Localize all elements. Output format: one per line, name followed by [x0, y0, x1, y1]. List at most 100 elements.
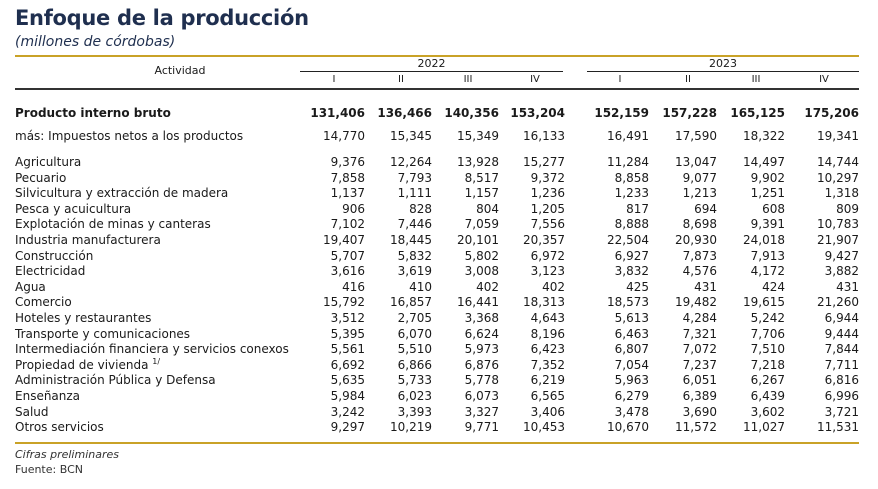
value-cell: 24,018	[743, 232, 785, 247]
value-cell: 17,590	[675, 129, 717, 143]
value-cell: 6,866	[397, 357, 432, 372]
footnote-source: Fuente: BCN	[15, 463, 83, 476]
value-cell: 3,721	[824, 404, 859, 419]
value-cell: 7,072	[682, 342, 717, 357]
value-cell: 6,073	[464, 388, 499, 403]
value-cell: 6,389	[682, 388, 717, 403]
value-cell: 16,441	[457, 295, 499, 310]
year-underline-2023	[587, 71, 859, 72]
value-cell: 131,406	[310, 106, 365, 120]
table-row: Administración Pública y Defensa 5,635 5,7…	[15, 373, 859, 389]
value-cell: 9,902	[750, 170, 785, 185]
value-cell: 5,707	[330, 248, 365, 263]
table-row: Pesca y acuicultura 906 828 804 1,205 817 694 6…	[15, 202, 859, 218]
row-label: Agricultura	[15, 155, 82, 169]
value-cell: 416	[342, 279, 365, 294]
row-label: Producto interno bruto	[15, 106, 171, 120]
row-label: Industria manufacturera	[15, 232, 161, 247]
value-cell: 6,439	[750, 388, 785, 403]
value-cell: 6,927	[614, 248, 649, 263]
value-cell: 6,279	[614, 388, 649, 403]
table-row: Otros servicios 9,297 10,219 9,771 10,453 10,…	[15, 420, 859, 436]
value-cell: 5,733	[397, 373, 432, 388]
value-cell: 10,453	[523, 420, 565, 435]
value-cell: 16,857	[390, 295, 432, 310]
footnote-preliminary: Cifras preliminares	[15, 448, 119, 461]
value-cell: 9,771	[464, 420, 499, 435]
value-cell: 5,973	[464, 342, 499, 357]
quarter-header: I	[332, 74, 336, 85]
value-cell: 6,972	[530, 248, 565, 263]
value-cell: 7,321	[682, 326, 717, 341]
value-cell: 13,047	[675, 155, 717, 169]
row-label: Hoteles y restaurantes	[15, 310, 152, 325]
value-cell: 9,427	[824, 248, 859, 263]
value-cell: 3,368	[464, 310, 499, 325]
spacer-row	[15, 148, 859, 155]
page-title: Enfoque de la producción	[15, 6, 309, 30]
value-cell: 6,463	[614, 326, 649, 341]
value-cell: 8,196	[530, 326, 565, 341]
value-cell: 3,478	[614, 404, 649, 419]
value-cell: 3,123	[530, 264, 565, 279]
value-cell: 11,531	[817, 420, 859, 435]
value-cell: 809	[836, 201, 859, 216]
year-underline-2022	[300, 71, 563, 72]
value-cell: 6,624	[464, 326, 499, 341]
value-cell: 8,858	[614, 170, 649, 185]
value-cell: 157,228	[662, 106, 717, 120]
table-row: Silvicultura y extracción de madera 1,137…	[15, 186, 859, 202]
value-cell: 10,783	[817, 217, 859, 232]
value-cell: 828	[409, 201, 432, 216]
value-cell: 6,219	[530, 373, 565, 388]
value-cell: 10,670	[607, 420, 649, 435]
row-label: Explotación de minas y canteras	[15, 217, 211, 232]
value-cell: 11,572	[675, 420, 717, 435]
value-cell: 3,393	[397, 404, 432, 419]
value-cell: 3,602	[750, 404, 785, 419]
value-cell: 410	[409, 279, 432, 294]
value-cell: 1,205	[530, 201, 565, 216]
value-cell: 15,349	[457, 129, 499, 143]
value-cell: 6,267	[750, 373, 785, 388]
value-cell: 18,445	[390, 232, 432, 247]
value-cell: 16,133	[523, 129, 565, 143]
value-cell: 6,996	[824, 388, 859, 403]
value-cell: 14,497	[743, 155, 785, 169]
value-cell: 3,008	[464, 264, 499, 279]
table-row: Agua 416 410 402 402 425 431 424 431	[15, 280, 859, 296]
value-cell: 20,930	[675, 232, 717, 247]
value-cell: 1,251	[750, 186, 785, 201]
value-cell: 402	[476, 279, 499, 294]
value-cell: 9,372	[530, 170, 565, 185]
value-cell: 8,698	[682, 217, 717, 232]
value-cell: 20,101	[457, 232, 499, 247]
value-cell: 804	[476, 201, 499, 216]
value-cell: 7,054	[614, 357, 649, 372]
value-cell: 7,059	[464, 217, 499, 232]
table-row: Hoteles y restaurantes 3,512 2,705 3,368 4,6…	[15, 311, 859, 327]
value-cell: 4,643	[530, 310, 565, 325]
value-cell: 4,172	[750, 264, 785, 279]
value-cell: 9,077	[682, 170, 717, 185]
value-cell: 19,482	[675, 295, 717, 310]
value-cell: 3,512	[330, 310, 365, 325]
table-row: Explotación de minas y canteras 7,102 7,44…	[15, 217, 859, 233]
value-cell: 8,888	[614, 217, 649, 232]
value-cell: 21,907	[817, 232, 859, 247]
value-cell: 5,984	[330, 388, 365, 403]
value-cell: 5,832	[397, 248, 432, 263]
year-header-2022: 2022	[417, 57, 446, 70]
value-cell: 3,242	[330, 404, 365, 419]
value-cell: 9,391	[750, 217, 785, 232]
value-cell: 15,792	[323, 295, 365, 310]
value-cell: 9,376	[330, 155, 365, 169]
value-cell: 7,352	[530, 357, 565, 372]
value-cell: 608	[762, 201, 785, 216]
value-cell: 18,322	[743, 129, 785, 143]
activity-header: Actividad	[154, 64, 206, 77]
value-cell: 1,111	[397, 186, 432, 201]
value-cell: 5,395	[330, 326, 365, 341]
value-cell: 7,793	[397, 170, 432, 185]
table-row: Salud 3,242 3,393 3,327 3,406 3,478 3,690 3,602…	[15, 405, 859, 421]
